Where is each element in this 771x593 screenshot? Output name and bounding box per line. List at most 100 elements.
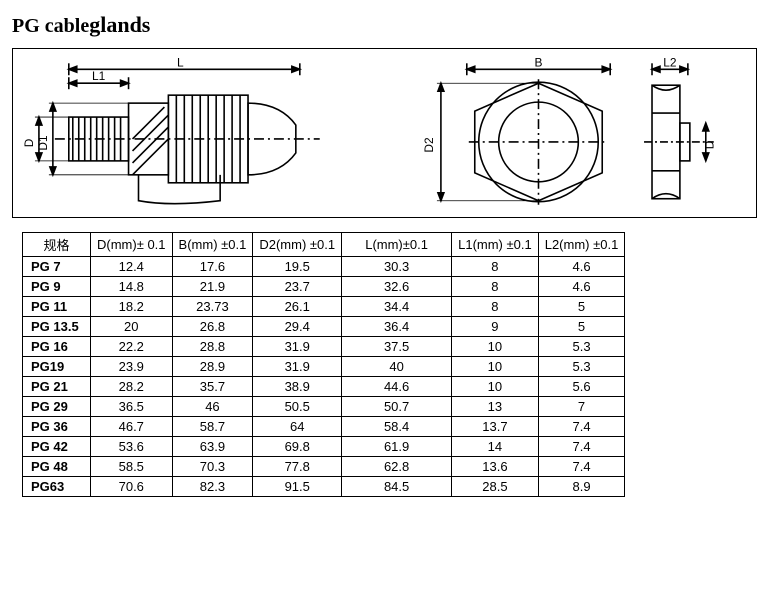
cell-spec: PG 7 <box>23 257 91 277</box>
label-D1: D1 <box>36 135 50 151</box>
cell-D: 23.9 <box>91 357 173 377</box>
label-L: L <box>177 55 184 69</box>
th-L2: L2(mm) ±0.1 <box>538 233 625 257</box>
table-row: PG 712.417.619.530.384.6 <box>23 257 625 277</box>
cell-spec: PG 29 <box>23 397 91 417</box>
cell-L: 58.4 <box>342 417 452 437</box>
cell-spec: PG 16 <box>23 337 91 357</box>
cell-D2: 19.5 <box>253 257 342 277</box>
table-row: PG1923.928.931.940105.3 <box>23 357 625 377</box>
cell-L1: 8 <box>452 277 539 297</box>
cell-B: 26.8 <box>172 317 253 337</box>
cell-L2: 5.6 <box>538 377 625 397</box>
cell-D2: 31.9 <box>253 337 342 357</box>
cell-L1: 9 <box>452 317 539 337</box>
table-row: PG6370.682.391.584.528.58.9 <box>23 477 625 497</box>
cell-D2: 77.8 <box>253 457 342 477</box>
cell-L2: 7.4 <box>538 417 625 437</box>
cell-D2: 50.5 <box>253 397 342 417</box>
cell-L2: 8.9 <box>538 477 625 497</box>
cell-L: 44.6 <box>342 377 452 397</box>
cell-B: 82.3 <box>172 477 253 497</box>
cell-D2: 38.9 <box>253 377 342 397</box>
cell-spec: PG 9 <box>23 277 91 297</box>
cell-L2: 7.4 <box>538 457 625 477</box>
cell-L: 34.4 <box>342 297 452 317</box>
cell-L1: 13.7 <box>452 417 539 437</box>
cell-spec: PG 36 <box>23 417 91 437</box>
cell-spec: PG 21 <box>23 377 91 397</box>
cell-L: 84.5 <box>342 477 452 497</box>
th-L1: L1(mm) ±0.1 <box>452 233 539 257</box>
cell-D: 12.4 <box>91 257 173 277</box>
cell-D2: 26.1 <box>253 297 342 317</box>
th-B: B(mm) ±0.1 <box>172 233 253 257</box>
cell-B: 23.73 <box>172 297 253 317</box>
th-D: D(mm)± 0.1 <box>91 233 173 257</box>
th-D2: D2(mm) ±0.1 <box>253 233 342 257</box>
cell-D: 70.6 <box>91 477 173 497</box>
cell-D2: 23.7 <box>253 277 342 297</box>
cell-D: 22.2 <box>91 337 173 357</box>
table-row: PG 4858.570.377.862.813.67.4 <box>23 457 625 477</box>
cell-L2: 7.4 <box>538 437 625 457</box>
cell-L: 30.3 <box>342 257 452 277</box>
cell-B: 35.7 <box>172 377 253 397</box>
cell-B: 46 <box>172 397 253 417</box>
cell-spec: PG19 <box>23 357 91 377</box>
diagram-panel: L L1 <box>12 48 757 218</box>
table-row: PG 2936.54650.550.7137 <box>23 397 625 417</box>
cell-L1: 10 <box>452 357 539 377</box>
table-row: PG 3646.758.76458.413.77.4 <box>23 417 625 437</box>
cell-D: 20 <box>91 317 173 337</box>
cell-D2: 31.9 <box>253 357 342 377</box>
cell-L1: 10 <box>452 377 539 397</box>
cell-D: 36.5 <box>91 397 173 417</box>
cell-L1: 28.5 <box>452 477 539 497</box>
cell-L2: 4.6 <box>538 257 625 277</box>
specs-table: 规格 D(mm)± 0.1 B(mm) ±0.1 D2(mm) ±0.1 L(m… <box>22 232 625 497</box>
table-row: PG 1118.223.7326.134.485 <box>23 297 625 317</box>
cell-D2: 69.8 <box>253 437 342 457</box>
cell-L: 62.8 <box>342 457 452 477</box>
cell-B: 17.6 <box>172 257 253 277</box>
cell-spec: PG 42 <box>23 437 91 457</box>
label-L2: L2 <box>664 55 678 69</box>
cell-spec: PG 48 <box>23 457 91 477</box>
diagram-side-view: L L1 <box>21 55 399 213</box>
th-L: L(mm)±0.1 <box>342 233 452 257</box>
cell-spec: PG 13.5 <box>23 317 91 337</box>
cell-L1: 13 <box>452 397 539 417</box>
title-part1: PG cable <box>12 15 89 37</box>
label-D2: D2 <box>422 137 436 153</box>
th-spec: 规格 <box>23 233 91 257</box>
cell-D2: 91.5 <box>253 477 342 497</box>
cell-L2: 7 <box>538 397 625 417</box>
cell-L2: 5 <box>538 317 625 337</box>
cell-L1: 8 <box>452 297 539 317</box>
cell-spec: PG63 <box>23 477 91 497</box>
table-row: PG 1622.228.831.937.5105.3 <box>23 337 625 357</box>
cell-D2: 29.4 <box>253 317 342 337</box>
cell-L1: 8 <box>452 257 539 277</box>
table-row: PG 2128.235.738.944.6105.6 <box>23 377 625 397</box>
cell-B: 58.7 <box>172 417 253 437</box>
cell-L2: 5 <box>538 297 625 317</box>
cell-B: 28.9 <box>172 357 253 377</box>
cell-L: 36.4 <box>342 317 452 337</box>
label-B: B <box>535 55 543 69</box>
cell-B: 63.9 <box>172 437 253 457</box>
cell-L1: 10 <box>452 337 539 357</box>
table-row: PG 13.52026.829.436.495 <box>23 317 625 337</box>
cell-L: 40 <box>342 357 452 377</box>
label-D-right: D <box>703 140 717 149</box>
cell-L1: 13.6 <box>452 457 539 477</box>
page-title: PG cableglands <box>12 12 759 38</box>
cell-B: 28.8 <box>172 337 253 357</box>
cell-D: 58.5 <box>91 457 173 477</box>
title-part2: glands <box>89 12 150 37</box>
cell-spec: PG 11 <box>23 297 91 317</box>
cell-L: 37.5 <box>342 337 452 357</box>
cell-L: 50.7 <box>342 397 452 417</box>
cell-L: 61.9 <box>342 437 452 457</box>
